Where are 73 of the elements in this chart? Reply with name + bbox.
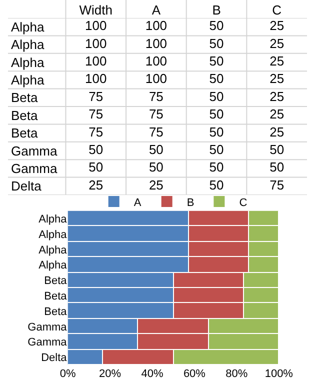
data-label: 25 — [270, 36, 284, 51]
data-label: 100 — [145, 54, 168, 68]
data-label: 50 — [148, 142, 164, 157]
data-label: 50 — [270, 142, 284, 157]
data-label: 75 — [88, 106, 104, 122]
data-label: 75 — [148, 88, 164, 104]
data-label: 25 — [148, 177, 164, 192]
y-tick-label: Delta — [41, 352, 68, 364]
data-label: 25 — [88, 177, 104, 192]
y-tick-label: Gamma — [11, 143, 58, 158]
y-tick-label: Alpha — [38, 228, 68, 241]
legend-label: C — [239, 196, 248, 209]
y-tick-label: Gamma — [28, 336, 68, 349]
y-tick-label: Gamma — [11, 161, 58, 176]
y-tick-label: Beta — [11, 126, 39, 141]
data-label: 100 — [85, 71, 107, 86]
y-tick-label: Alpha — [38, 213, 68, 226]
x-tick-label: C — [272, 2, 282, 18]
data-label: 50 — [148, 160, 164, 175]
y-tick-label: Alpha — [11, 19, 46, 34]
x-tick-label: Width — [79, 2, 112, 18]
x-tick-label: A — [152, 2, 161, 18]
x-tick-label: 60% — [183, 368, 206, 380]
y-tick-label: Beta — [11, 90, 39, 106]
data-label: 25 — [270, 54, 284, 68]
x-tick-label: 40% — [141, 368, 164, 380]
data-label: 50 — [209, 18, 224, 34]
x-tick-label: 80% — [226, 368, 248, 380]
data-label: 50 — [209, 88, 224, 104]
x-tick-label: B — [212, 2, 221, 18]
data-label: 50 — [209, 36, 224, 51]
data-label: 50 — [209, 177, 224, 192]
y-tick-label: Beta — [44, 306, 68, 318]
data-label: 100 — [85, 18, 107, 34]
data-label: 50 — [209, 124, 224, 140]
data-label: 25 — [270, 106, 284, 122]
data-label: 75 — [88, 124, 104, 140]
data-label: 100 — [145, 36, 168, 51]
y-tick-label: Alpha — [38, 260, 68, 272]
legend-label: A — [134, 196, 142, 209]
data-label: 50 — [270, 160, 284, 175]
data-label: 50 — [209, 106, 224, 122]
data-label: 100 — [85, 36, 107, 51]
y-tick-label: Beta — [11, 108, 39, 123]
data-label: 75 — [148, 124, 164, 140]
data-label: 100 — [85, 54, 107, 68]
legend-label: B — [186, 196, 194, 209]
data-label: 50 — [209, 71, 224, 86]
y-tick-label: Beta — [44, 275, 68, 288]
x-tick-label: 100% — [264, 368, 294, 380]
data-label: 100 — [145, 18, 168, 34]
data-label: 50 — [88, 160, 104, 175]
data-label: 75 — [270, 177, 284, 192]
x-tick-label: 0% — [60, 368, 76, 380]
y-tick-label: Beta — [44, 290, 68, 302]
data-label: 50 — [209, 160, 224, 175]
data-label: 50 — [88, 142, 104, 157]
data-label: 100 — [145, 71, 168, 86]
y-tick-label: Alpha — [11, 37, 46, 52]
data-label: 25 — [270, 18, 284, 34]
data-label: 75 — [148, 106, 164, 122]
data-label: 25 — [270, 124, 284, 140]
y-tick-label: Delta — [11, 178, 42, 194]
y-tick-label: Gamma — [28, 321, 68, 334]
y-tick-label: Alpha — [11, 54, 46, 70]
x-tick-label: 20% — [99, 368, 122, 380]
data-label: 75 — [88, 88, 104, 104]
data-label: 50 — [209, 142, 224, 157]
data-label: 25 — [270, 71, 284, 86]
data-label: 50 — [209, 54, 224, 68]
y-tick-label: Alpha — [11, 72, 46, 88]
data-label: 25 — [270, 88, 284, 104]
y-tick-label: Alpha — [38, 244, 68, 256]
